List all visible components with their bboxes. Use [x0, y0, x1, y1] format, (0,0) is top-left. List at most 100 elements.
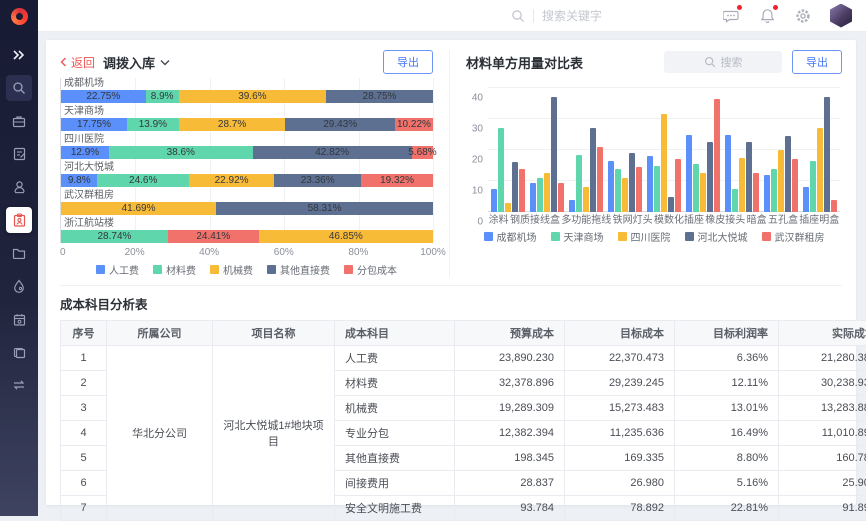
- bar: [771, 169, 777, 212]
- back-label: 返回: [71, 54, 95, 71]
- x-category-label: 五孔盒: [768, 211, 798, 226]
- legend-swatch: [618, 232, 627, 241]
- category-label: 天津商场: [61, 106, 433, 118]
- back-chevron-icon: [60, 57, 67, 67]
- bar-segment: 17.75%: [61, 118, 127, 131]
- budget-cell: 23,890.230: [455, 346, 565, 371]
- bar: [732, 189, 738, 212]
- chart-search-input[interactable]: 搜索: [664, 51, 782, 73]
- target-cell: 26.980: [565, 471, 675, 496]
- bar-group: [725, 88, 759, 212]
- sidebar-item-transfer-icon[interactable]: [6, 372, 32, 398]
- sidebar-item-briefcase-icon[interactable]: [6, 108, 32, 134]
- legend-label: 武汉群租房: [775, 229, 825, 244]
- actual-cell: 13,283.883: [779, 396, 866, 421]
- sidebar-item-calendar-icon[interactable]: [6, 306, 32, 332]
- bar: [668, 197, 674, 213]
- actual-cell: 11,010.890: [779, 421, 866, 446]
- bar: [778, 150, 784, 212]
- legend-item[interactable]: 河北大悦城: [685, 229, 748, 244]
- legend-item[interactable]: 天津商场: [551, 229, 604, 244]
- sidebar-item-copy-icon[interactable]: [6, 339, 32, 365]
- legend-item[interactable]: 人工费: [96, 262, 139, 277]
- target-cell: 22,370.473: [565, 346, 675, 371]
- x-category-label: 暗盒: [747, 211, 767, 226]
- app-logo[interactable]: [0, 0, 38, 32]
- sidebar-item-droplet-icon[interactable]: [6, 273, 32, 299]
- sidebar-item-folder-icon[interactable]: [6, 240, 32, 266]
- x-tick-label: 100%: [420, 247, 446, 258]
- column-header: 序号: [61, 321, 107, 346]
- subject-cell: 其他直接费: [335, 446, 455, 471]
- legend-swatch: [685, 232, 694, 241]
- global-search[interactable]: 搜索关键字: [511, 7, 602, 24]
- back-button[interactable]: 返回: [60, 54, 95, 71]
- subject-cell: 机械费: [335, 396, 455, 421]
- gear-icon[interactable]: [794, 7, 812, 25]
- bar-segment: 46.85%: [259, 230, 433, 243]
- x-category-label: 涂料: [489, 211, 509, 226]
- x-category-label: 插座明盒: [799, 211, 839, 226]
- legend-item[interactable]: 材料费: [153, 262, 196, 277]
- row-index: 7: [61, 496, 107, 521]
- x-category-label: 模数化插座: [654, 211, 704, 226]
- bar-segment: 42.82%: [253, 146, 412, 159]
- bar-segment: 19.32%: [361, 174, 433, 187]
- legend-label: 机械费: [223, 262, 253, 277]
- rate-cell: 22.81%: [675, 496, 779, 521]
- legend-swatch: [210, 265, 219, 274]
- sidebar-item-edit-doc-icon[interactable]: [6, 141, 32, 167]
- legend-item[interactable]: 其他直接费: [267, 262, 330, 277]
- x-category-label: 钢质接线盒: [510, 211, 560, 226]
- bar: [654, 166, 660, 213]
- chevron-down-icon[interactable]: [160, 59, 170, 66]
- bar: [824, 97, 830, 212]
- y-tick-label: 40: [472, 93, 483, 104]
- sidebar-item-expand-icon[interactable]: [6, 42, 32, 68]
- legend-item[interactable]: 成都机场: [484, 229, 537, 244]
- bar-group: [491, 88, 525, 212]
- message-icon[interactable]: [722, 7, 740, 25]
- row-index: 3: [61, 396, 107, 421]
- bar-segment: 24.6%: [97, 174, 189, 187]
- legend-item[interactable]: 机械费: [210, 262, 253, 277]
- legend-label: 人工费: [109, 262, 139, 277]
- bar-segment: 28.74%: [61, 230, 168, 243]
- bar-group: [530, 88, 564, 212]
- avatar[interactable]: [830, 4, 852, 28]
- bar: [537, 178, 543, 212]
- y-tick-label: 10: [472, 186, 483, 197]
- rate-cell: 5.16%: [675, 471, 779, 496]
- legend-item[interactable]: 武汉群租房: [762, 229, 825, 244]
- stacked-bar: 9.8%24.6%22.92%23.36%19.32%: [61, 174, 433, 187]
- legend-item[interactable]: 四川医院: [618, 229, 671, 244]
- x-tick-label: 40%: [199, 247, 219, 258]
- bar-segment: 22.92%: [189, 174, 274, 187]
- bar: [519, 169, 525, 212]
- export-button-right[interactable]: 导出: [792, 50, 842, 74]
- bell-icon[interactable]: [758, 7, 776, 25]
- subject-cell: 间接费用: [335, 471, 455, 496]
- bar: [693, 164, 699, 212]
- sidebar-item-clipboard-icon[interactable]: [6, 207, 32, 233]
- y-tick-label: 30: [472, 124, 483, 135]
- stacked-bar: 41.69%58.31%: [61, 202, 433, 215]
- legend-label: 河北大悦城: [698, 229, 748, 244]
- bar: [551, 97, 557, 212]
- sidebar-item-search-icon[interactable]: [6, 75, 32, 101]
- x-category-label: 铁网灯头: [613, 211, 653, 226]
- bar: [753, 173, 759, 212]
- column-header: 项目名称: [213, 321, 335, 346]
- x-tick-label: 0: [60, 247, 66, 258]
- export-button-left[interactable]: 导出: [383, 50, 433, 74]
- legend-swatch: [551, 232, 560, 241]
- column-header: 成本科目: [335, 321, 455, 346]
- sidebar-item-user-stamp-icon[interactable]: [6, 174, 32, 200]
- legend-item[interactable]: 分包成本: [344, 262, 397, 277]
- bar-segment: 58.31%: [216, 202, 433, 215]
- chart-title: 材料单方用量对比表: [466, 53, 583, 72]
